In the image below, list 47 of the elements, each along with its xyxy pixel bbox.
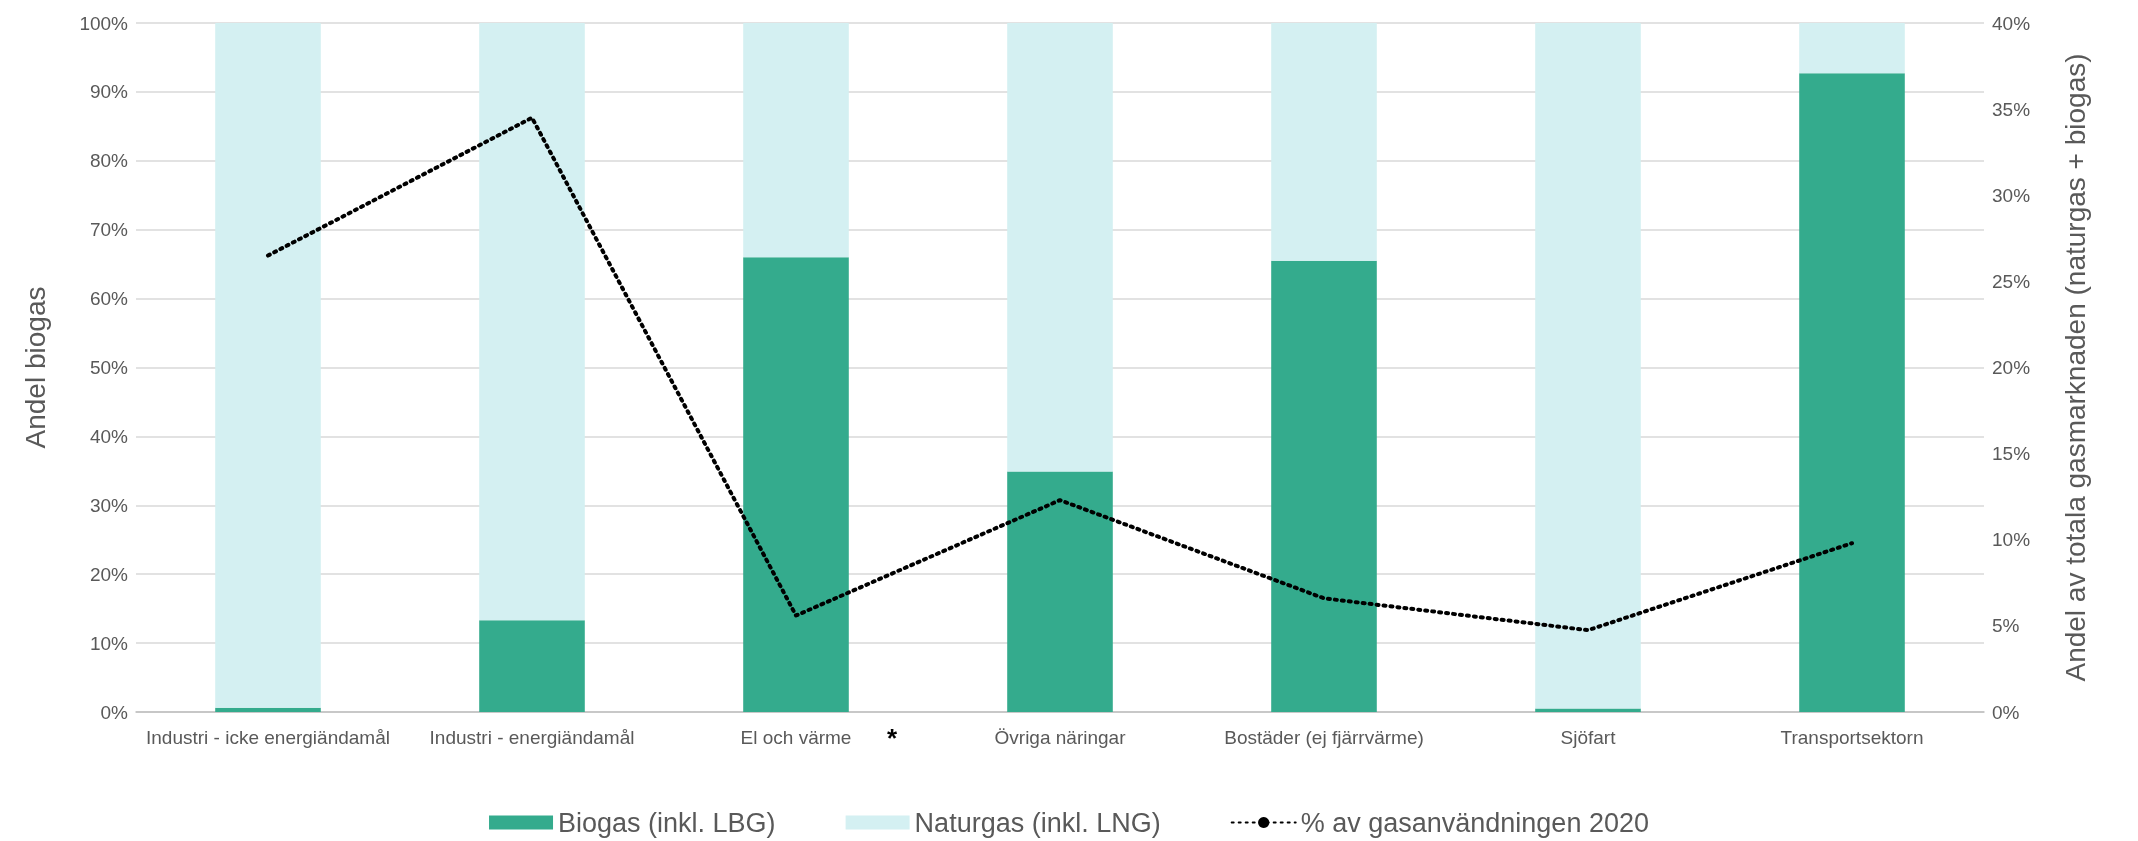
- bar: [479, 23, 585, 621]
- bar: [1007, 471, 1113, 712]
- bar: [1535, 23, 1641, 709]
- x-tick-label: Transportsektorn: [1780, 726, 1924, 748]
- x-tick-label: Bostäder (ej fjärrvärme): [1224, 726, 1424, 748]
- bar: [479, 620, 585, 712]
- y-tick-label: 20%: [89, 563, 129, 585]
- y-tick-label: 10%: [89, 632, 129, 654]
- bar: [743, 23, 849, 258]
- bar: [743, 257, 849, 712]
- y2-tick-label: 15%: [1992, 443, 2031, 465]
- x-tick-label: Industri - energiändamål: [429, 726, 635, 748]
- bar: [1271, 260, 1377, 712]
- legend-label: % av gasanvändningen 2020: [1300, 807, 1649, 838]
- y-tick-label: 90%: [89, 81, 129, 103]
- y-tick-label: 70%: [89, 219, 129, 241]
- y2-tick-label: 30%: [1992, 184, 2031, 206]
- y-tick-label: 40%: [89, 425, 129, 447]
- y2-tick-label: 25%: [1992, 270, 2031, 292]
- line-series: [266, 115, 1854, 633]
- y-tick-label: 30%: [89, 494, 129, 516]
- bar: [1799, 73, 1905, 712]
- bar: [215, 707, 321, 712]
- y2-tick-label: 0%: [1992, 701, 2020, 723]
- y2-tick-label: 20%: [1992, 357, 2031, 378]
- y2-tick-label: 35%: [1992, 98, 2031, 120]
- bar: [1007, 23, 1113, 472]
- y2-tick-label: 5%: [1992, 615, 2020, 637]
- y-tick-label: 0%: [100, 701, 129, 723]
- x-tick-label: Övriga näringar: [994, 726, 1127, 748]
- bar: [1799, 23, 1905, 74]
- y2-axis-title: Andel av totala gasmarknaden (naturgas + biogas): [2059, 53, 2091, 682]
- y-tick-label: 50%: [89, 357, 129, 378]
- y2-tick-label: 40%: [1992, 12, 2031, 34]
- legend-label: Biogas (inkl. LBG): [558, 807, 776, 838]
- x-tick-label: Sjöfart: [1560, 726, 1617, 748]
- x-tick-label: El och värme: [740, 726, 852, 748]
- y-tick-label: 80%: [89, 150, 129, 172]
- bar: [215, 23, 321, 708]
- y-axis-title: Andel biogas: [19, 286, 51, 449]
- text: *: [887, 723, 898, 753]
- y-tick-label: 100%: [79, 12, 129, 34]
- y-tick-label: 60%: [89, 288, 129, 310]
- legend-label: Naturgas (inkl. LNG): [914, 807, 1161, 838]
- bar: [1271, 23, 1377, 261]
- x-tick-label: Industri - icke energiändamål: [146, 726, 390, 748]
- y2-tick-label: 10%: [1992, 529, 2031, 551]
